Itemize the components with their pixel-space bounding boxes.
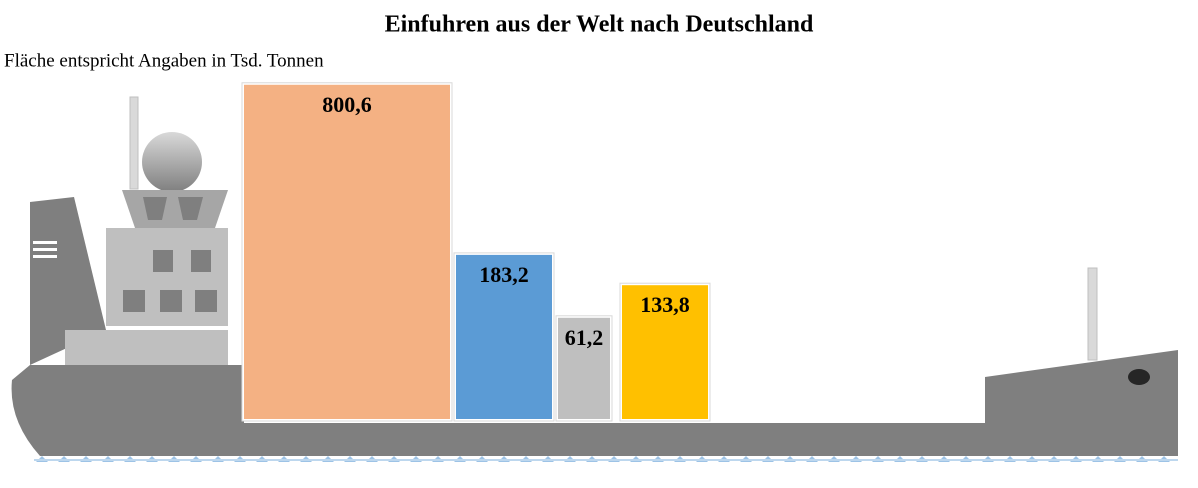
dome [142,132,202,192]
window [191,250,211,272]
deck-house [65,330,228,365]
value-label: 133,8 [640,292,690,317]
waves [34,456,1178,462]
window [153,250,173,272]
hull [11,350,1179,456]
bridge [122,190,228,228]
window [178,197,203,220]
container [244,84,450,420]
chart-subtitle: Fläche entspricht Angaben in Tsd. Tonnen [4,50,324,71]
stripe [33,241,57,244]
window [143,197,167,220]
container [558,317,610,419]
value-label: 800,6 [322,92,372,117]
mast [1087,267,1098,361]
container [622,285,708,419]
value-label: 183,2 [479,262,529,287]
ship [11,96,1179,462]
funnel [30,197,106,365]
chart-title: Einfuhren aus der Welt nach Deutschland [385,12,814,38]
container [456,254,552,419]
mast [129,96,139,190]
stripe [33,255,57,258]
porthole [1128,369,1150,385]
window [123,290,145,312]
window [195,290,217,312]
stripe [33,248,57,251]
window [160,290,182,312]
value-label: 61,2 [565,325,604,350]
